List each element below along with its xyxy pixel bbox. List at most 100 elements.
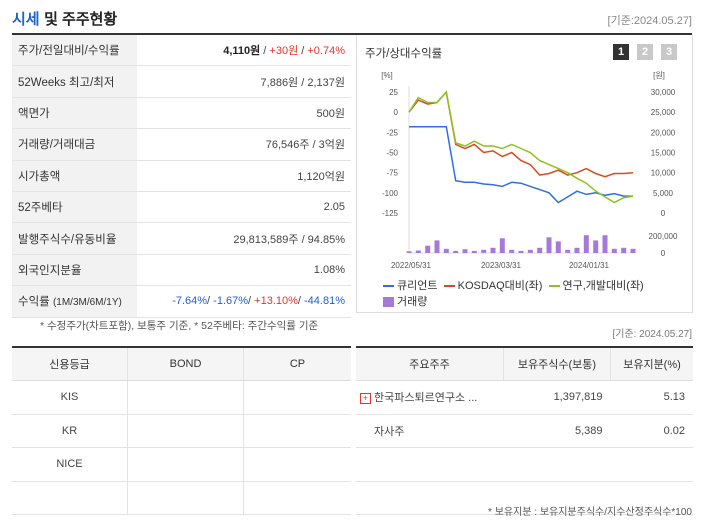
beta-value: 2.05 — [137, 191, 351, 224]
w52-label: 52Weeks 최고/최저 — [12, 65, 137, 98]
legend-kosdaq: KOSDAQ대비(좌) — [457, 280, 543, 292]
chart-title: 주가/상대수익률 — [365, 48, 443, 60]
table-row: 외국인지분율 1.08% — [12, 254, 351, 287]
holder-name[interactable]: 한국파스퇴르연구소 ... — [374, 392, 478, 405]
chart-legend: 큐리언트 KOSDAQ대비(좌) 연구,개발대비(좌) — [383, 277, 644, 293]
volume-bar — [453, 250, 459, 253]
holder-shares: 5,389 — [503, 414, 611, 448]
volume-bar — [462, 249, 468, 253]
volume-bar — [406, 251, 412, 253]
volume-bar — [415, 250, 421, 253]
volume-bar — [574, 247, 580, 254]
volume-bar — [555, 241, 561, 253]
table-row: 52주베타 2.05 — [12, 191, 351, 224]
volume-bar — [518, 250, 524, 253]
rating-agency: NICE — [12, 447, 128, 482]
volume-value: 76,546주 / 3억원 — [137, 128, 351, 161]
table-row: 수익률 (1M/3M/6M/1Y) -7.64%/ -1.67%/ +13.10… — [12, 285, 351, 318]
table-row — [356, 481, 693, 515]
right-tick-label: 10,000 — [651, 169, 676, 178]
foreign-label: 외국인지분율 — [12, 254, 137, 287]
relative-return-chart: [%] [원] 25 0 -25 -50 -75 -100 -125 30,000 25,00… — [381, 71, 678, 270]
col-header-cp: CP — [243, 346, 351, 381]
volume-bar — [527, 249, 533, 253]
chart-tab-1[interactable]: 1 — [613, 44, 629, 60]
right-unit: [원] — [653, 71, 665, 80]
series-line-kosdaq — [408, 90, 634, 178]
expand-plus-icon[interactable]: + — [360, 392, 371, 404]
legend-swatch — [548, 285, 560, 288]
right-tick-label: 5,000 — [653, 189, 674, 198]
table-row: 시가총액 1,120억원 — [12, 160, 351, 192]
right-tick-label: 30,000 — [651, 88, 676, 97]
beta-label: 52주베타 — [12, 191, 137, 224]
table-header-row: 주요주주 보유주식수(보통) 보유지분(%) — [356, 346, 693, 381]
volume-bar — [593, 240, 599, 253]
table-row: 발행주식수/유동비율 29,813,589주 / 94.85% — [12, 222, 351, 255]
change-pct: +0.74% — [307, 45, 345, 58]
foreign-value: 1.08% — [137, 254, 351, 287]
return-label: 수익률 — [18, 296, 50, 309]
legend-rnd: 연구,개발대비(좌) — [562, 280, 644, 292]
holder-shares: 1,397,819 — [503, 380, 611, 415]
x-tick-label: 2024/01/31 — [569, 261, 610, 270]
right-tick-label: 20,000 — [651, 128, 676, 137]
table-row: 52Weeks 최고/최저 7,886원 / 2,137원 — [12, 65, 351, 98]
chart-tab-2[interactable]: 2 — [637, 44, 653, 60]
return-3m: -1.67% — [213, 295, 249, 308]
table-row: 주가/전일대비/수익률 4,110원 / +30원 / +0.74% — [12, 35, 351, 67]
header-title-b: 및 주주현황 — [44, 11, 118, 28]
holders-footnote: * 보유지분 : 보유지분주식수/지수산정주식수*100 — [488, 507, 692, 518]
legend-swatch — [383, 297, 394, 308]
chart-tab-3[interactable]: 3 — [661, 44, 677, 60]
table-row: + 한국파스퇴르연구소 ... 1,397,819 5.13 — [356, 380, 693, 415]
holders-date: [기준: 2024.05.27] — [612, 329, 692, 340]
holder-pct: 0.02 — [610, 414, 693, 448]
table-row: NICE — [12, 447, 351, 482]
volume-bar — [434, 240, 440, 253]
right-tick-label: 0 — [661, 209, 666, 218]
mcap-value: 1,120억원 — [137, 160, 351, 192]
x-tick-label: 2022/05/31 — [391, 261, 432, 270]
volume-bar — [509, 249, 515, 253]
volume-bar — [546, 237, 552, 254]
volume-bar — [443, 248, 449, 253]
change-value: +30원 — [269, 45, 299, 58]
series-line-company — [409, 125, 633, 204]
right-tick-label: 25,000 — [651, 108, 676, 117]
col-header-shares: 보유주식수(보통) — [503, 346, 611, 381]
price-value: 4,110원 — [223, 45, 261, 58]
holder-pct: 5.13 — [610, 380, 693, 415]
return-6m: +13.10% — [254, 295, 298, 308]
table-row: 거래량/거래대금 76,546주 / 3억원 — [12, 128, 351, 161]
col-header-pct: 보유지분(%) — [610, 346, 693, 381]
right-tick-label: 15,000 — [651, 149, 676, 158]
volume-bar — [565, 249, 571, 253]
legend-company: 큐리언트 — [397, 280, 438, 292]
volume-bar — [425, 245, 431, 253]
table-row: KIS — [12, 380, 351, 415]
left-tick-label: -100 — [382, 189, 399, 198]
volume-bar — [611, 248, 617, 253]
volume-bar — [583, 235, 589, 253]
table-row: 자사주 5,389 0.02 — [356, 414, 693, 448]
chart-legend-row2: 거래량 — [383, 293, 427, 309]
left-tick-label: -25 — [386, 128, 398, 137]
return-1y: -44.81% — [304, 295, 345, 308]
header-divider — [12, 33, 692, 35]
shares-value: 29,813,589주 / 94.85% — [137, 222, 351, 255]
legend-volume: 거래량 — [397, 296, 428, 308]
volume-label: 거래량/거래대금 — [12, 128, 137, 161]
quote-table: 주가/전일대비/수익률 4,110원 / +30원 / +0.74% 52Wee… — [12, 35, 351, 318]
section-header: 시세 및 주주현황 [기준:2024.05.27] — [12, 8, 692, 32]
left-unit: [%] — [381, 71, 393, 80]
header-date: [기준:2024.05.27] — [607, 15, 692, 27]
table-row — [12, 481, 351, 515]
x-tick-label: 2023/03/31 — [481, 261, 522, 270]
price-label: 주가/전일대비/수익률 — [12, 35, 137, 67]
return-periods: (1M/3M/6M/1Y) — [52, 297, 122, 309]
volume-bar — [602, 235, 608, 253]
volume-bar — [490, 247, 496, 254]
rating-agency: KIS — [12, 380, 128, 415]
par-label: 액면가 — [12, 97, 137, 130]
